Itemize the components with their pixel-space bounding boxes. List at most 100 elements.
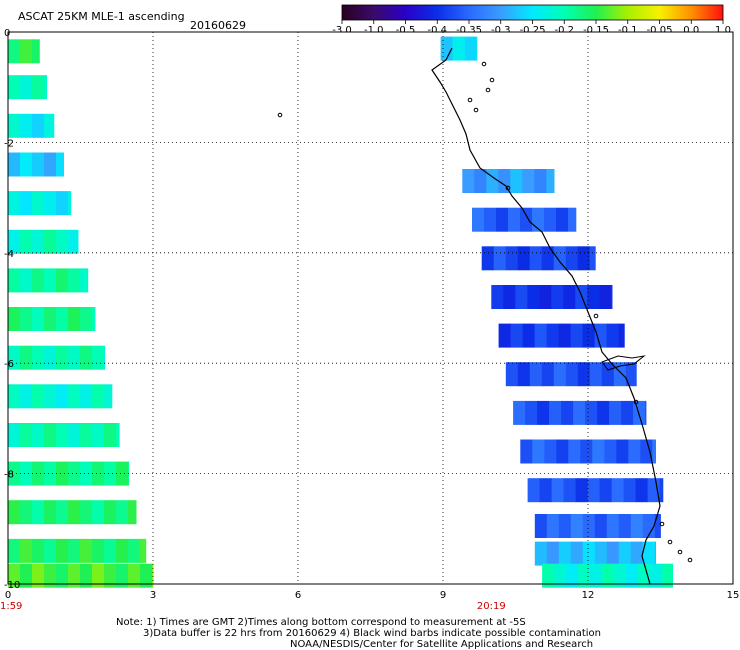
swath-cell-east (544, 207, 557, 232)
swath-cell-east (554, 563, 567, 588)
y-tick-label: -2 (4, 138, 14, 149)
coastline-islet (481, 61, 487, 67)
swath-cell-east (546, 541, 560, 566)
swath-cell-east (594, 514, 608, 538)
swath-cell-west (68, 307, 81, 331)
swath-cell-east (472, 207, 485, 232)
swath-cell-west (8, 268, 21, 293)
swath-cell-west (104, 345, 106, 370)
swath-cell-east (642, 541, 656, 566)
swath-cell-west (8, 152, 21, 177)
colorbar-label: -0.35 (456, 25, 482, 36)
swath-cell-west (44, 191, 57, 216)
swath-cell-west (104, 538, 117, 563)
swath-cell-east (611, 285, 613, 309)
swath-cell-east (541, 362, 555, 387)
swath-cell-east (590, 563, 603, 588)
coastline-inlet (601, 355, 646, 371)
swath-cell-east (582, 541, 596, 566)
swath-cell-east (510, 169, 523, 193)
x-tick-label: 6 (295, 590, 301, 601)
swath-cell-east (551, 478, 564, 503)
swath-cell-east (534, 514, 548, 538)
swath-cell-east (546, 514, 560, 538)
swath-cell-west (80, 384, 93, 409)
swath-cell-west (8, 345, 21, 370)
swath-cell-east (594, 323, 607, 348)
x-tick-label: 12 (582, 590, 595, 601)
swath-cell-east (544, 439, 557, 464)
swath-cell-east (508, 207, 521, 232)
swath-cell-west (20, 345, 33, 370)
swath-cell-east (498, 323, 511, 348)
swath-cell-east (626, 563, 639, 588)
coastline (277, 47, 693, 585)
swath-cell-west (116, 538, 129, 563)
swath-cell-east (578, 563, 591, 588)
swath-cell-east (647, 478, 660, 503)
swath-cell-east (630, 514, 644, 538)
swath-cell-east (623, 478, 636, 503)
swath-cell-east (553, 246, 567, 271)
swath-cell-east (568, 207, 577, 232)
note-line-2: 3)Data buffer is 22 hrs from 20160629 4)… (143, 628, 601, 639)
swath-cell-east (462, 169, 475, 193)
coastline-islet (473, 107, 479, 113)
swath-cell-west (140, 538, 147, 563)
swath-cell-west (68, 538, 81, 563)
swath-cell-east (505, 246, 519, 271)
swath-cell-east (625, 362, 637, 387)
colorbar-label: -0.25 (520, 25, 546, 36)
swath-cell-east (587, 478, 600, 503)
colorbar-label: -0.4 (427, 25, 447, 36)
note-line-1: Note: 1) Times are GMT 2)Times along bot… (116, 617, 526, 628)
plot-frame (7, 31, 734, 585)
swath-cell-east (654, 541, 656, 566)
colorbar-label: -1.0 (364, 25, 384, 36)
swath-cell-west (44, 384, 57, 409)
swath-cell-west (44, 229, 57, 254)
swath-cell-west (44, 113, 55, 138)
swath-cell-east (556, 207, 569, 232)
swath-cell-east (520, 439, 533, 464)
swath-cell-west (20, 113, 33, 138)
swath-cell-west (32, 461, 45, 486)
x-tick-label: 9 (440, 590, 446, 601)
swath-cell-west (32, 423, 45, 447)
swath-cell-west (20, 384, 33, 409)
swath-cell-east (537, 400, 550, 425)
swath-cell-west (128, 538, 141, 563)
swath-cell-west (8, 500, 21, 525)
swath-cell-west (80, 423, 93, 447)
swath-cell-east (618, 323, 625, 348)
swath-cell-east (496, 207, 509, 232)
swath-cell-east (513, 400, 526, 425)
swath-cell-east (638, 563, 651, 588)
swath-cell-west (140, 563, 153, 588)
swath-cell-west (32, 191, 45, 216)
swath-cell-west (92, 500, 105, 525)
swath-cell-west (56, 191, 69, 216)
swath-cell-east (601, 362, 615, 387)
swath-cell-west (8, 75, 21, 100)
swath-cell-east (481, 246, 495, 271)
swath-cell-west (8, 384, 21, 409)
colorbar-label: -0.15 (583, 25, 609, 36)
swath-cell-west (44, 461, 57, 486)
swath-cell-west (92, 384, 105, 409)
swath-cell-east (659, 478, 664, 503)
swath-cell-west (20, 500, 33, 525)
y-tick-label: -4 (4, 249, 14, 260)
swath-cell-west (92, 345, 105, 370)
swath-cell-east (609, 400, 622, 425)
swath-cell-east (553, 362, 567, 387)
swath-cell-west (116, 423, 120, 447)
y-axis-ticks: 0 -2 -4 -6 -8 -10 (4, 28, 20, 591)
swath-cell-east (640, 439, 653, 464)
swath-cell-west (128, 500, 137, 525)
swath-cell-east (561, 400, 574, 425)
swath-cell-east (541, 246, 555, 271)
swath-cell-east (589, 246, 596, 271)
swath-cell-east (642, 514, 656, 538)
y-tick-label: -10 (4, 580, 20, 591)
